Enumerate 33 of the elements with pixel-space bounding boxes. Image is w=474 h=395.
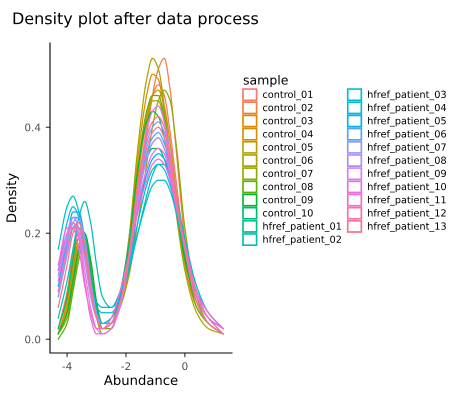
legend-label: hfref_patient_04: [368, 104, 446, 114]
legend-label: control_01: [262, 90, 312, 100]
legend-label: hfref_patient_09: [368, 170, 446, 180]
legend-title: sample: [244, 75, 288, 88]
legend-label: hfref_patient_13: [368, 222, 446, 232]
legend-label: hfref_patient_11: [368, 196, 446, 206]
x-axis-title: Abundance: [104, 374, 178, 386]
legend-label: control_05: [262, 143, 313, 153]
y-tick-label: 0.2: [25, 229, 40, 238]
x-tick-label: -4: [62, 362, 72, 370]
legend-label: control_10: [262, 209, 313, 219]
x-tick-label: -2: [121, 362, 130, 370]
legend-label: control_04: [262, 130, 313, 140]
y-tick-label: 0.0: [25, 335, 40, 344]
legend-label: control_02: [262, 104, 312, 114]
legend-label: hfref_patient_02: [263, 235, 341, 246]
chart-title: Density plot after data process: [14, 12, 258, 28]
legend-label: control_07: [262, 170, 313, 180]
legend-label: control_03: [262, 116, 313, 127]
legend-label: hfref_patient_01: [263, 222, 342, 232]
legend-label: control_08: [262, 182, 313, 192]
legend-label: hfref_patient_12: [368, 209, 446, 219]
y-axis-title: Density: [6, 173, 19, 222]
legend-label: control_06: [262, 156, 313, 166]
legend-label: hfref_patient_03: [368, 90, 446, 100]
legend-label: control_09: [262, 196, 313, 206]
x-tick-label: 0: [182, 362, 188, 370]
legend-label: hfref_patient_08: [368, 156, 446, 166]
legend-label: hfref_patient_06: [368, 130, 446, 140]
y-tick-label: 0.4: [25, 123, 40, 132]
legend-label: hfref_patient_05: [368, 116, 446, 127]
legend-label: hfref_patient_07: [368, 143, 446, 153]
legend-label: hfref_patient_10: [368, 182, 446, 192]
